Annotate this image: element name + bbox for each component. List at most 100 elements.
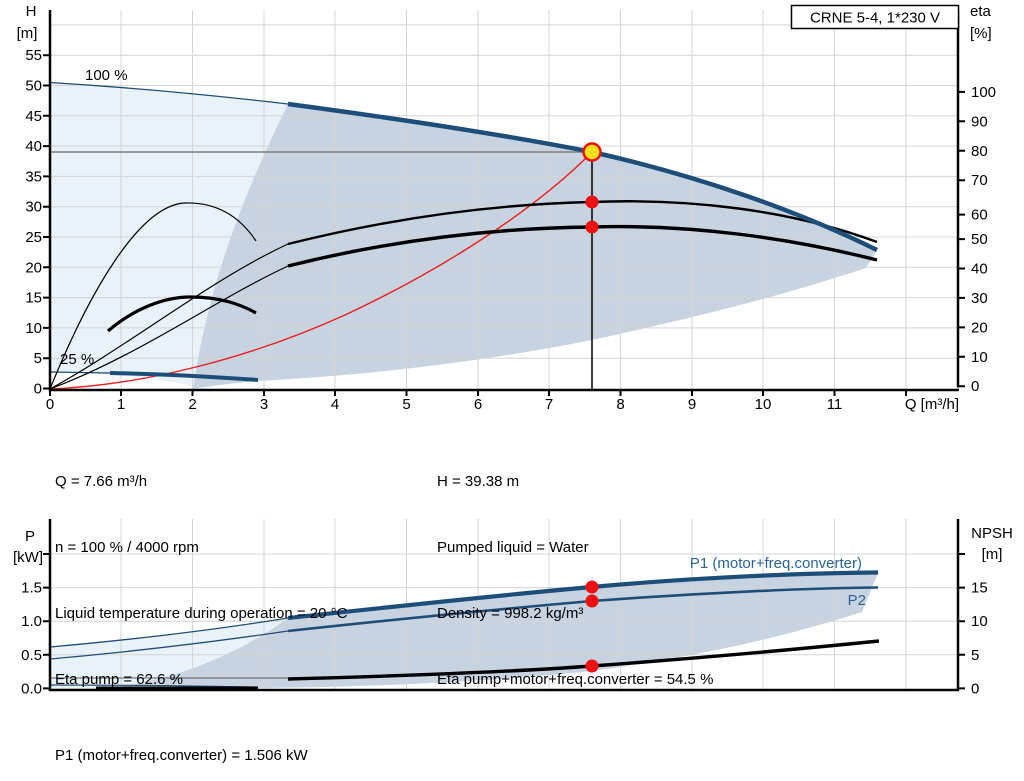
svg-text:100: 100 — [971, 84, 996, 101]
svg-text:9: 9 — [688, 396, 696, 413]
svg-text:5: 5 — [34, 350, 42, 367]
p2-curve-label: P2 — [848, 592, 866, 609]
npsh-axis-unit: [m] — [982, 546, 1003, 563]
svg-text:5: 5 — [402, 396, 410, 413]
svg-text:5: 5 — [971, 647, 979, 664]
q-tick-labels: 0 1 2 3 4 5 6 7 8 9 10 11 — [46, 396, 842, 413]
p1-curve-thin — [49, 617, 289, 648]
p2-curve-thin — [49, 630, 289, 660]
power-npsh-chart-area: P [kW] NPSH [m] P1 (motor+freq.converter… — [13, 519, 1013, 697]
svg-text:10: 10 — [25, 320, 42, 337]
svg-text:50: 50 — [971, 231, 988, 248]
svg-text:40: 40 — [25, 138, 42, 155]
svg-text:4: 4 — [331, 396, 339, 413]
h-curve-25-thick — [109, 371, 259, 382]
svg-text:15: 15 — [25, 290, 42, 307]
speed-100-label: 100 % — [85, 67, 128, 84]
svg-text:20: 20 — [25, 259, 42, 276]
svg-text:2: 2 — [188, 396, 196, 413]
svg-text:80: 80 — [971, 143, 988, 160]
p-axis-title: P — [25, 528, 35, 545]
duty-point-p2-marker[interactable] — [585, 594, 599, 608]
svg-text:90: 90 — [971, 113, 988, 130]
duty-point-marker[interactable] — [582, 142, 602, 162]
svg-text:3: 3 — [260, 396, 268, 413]
qh-light-region — [50, 83, 288, 387]
duty-density-value: Density = 998.2 kg/m³ — [437, 605, 584, 622]
power-text-block: P1 (motor+freq.converter) = 1.506 kW P2 … — [55, 701, 308, 781]
svg-text:15: 15 — [971, 580, 988, 597]
svg-text:1: 1 — [117, 396, 125, 413]
svg-text:0: 0 — [971, 680, 979, 697]
eta-axis-title: eta — [970, 3, 992, 20]
duty-point-p1-marker[interactable] — [585, 580, 599, 594]
qh-chart-area: H [m] eta [%] 100 % 25 % 55 50 45 40 35 … — [17, 3, 996, 413]
duty-eta-total-value: Eta pump+motor+freq.converter = 54.5 % — [437, 671, 714, 688]
svg-text:1.5: 1.5 — [21, 580, 42, 597]
qh-ticks — [43, 54, 965, 396]
eta-axis-unit: [%] — [970, 25, 992, 42]
power-operating-envelope — [110, 573, 878, 688]
duty-point-eta-total-marker[interactable] — [585, 220, 599, 234]
svg-text:1.0: 1.0 — [21, 613, 42, 630]
power-ticks — [43, 553, 965, 690]
power-axes — [48, 519, 960, 692]
svg-text:0.0: 0.0 — [21, 680, 42, 697]
qh-grid — [50, 10, 958, 390]
h-axis-title: H — [26, 3, 37, 20]
npsh-axis-title: NPSH — [971, 525, 1013, 542]
svg-text:35: 35 — [25, 168, 42, 185]
speed-25-label: 25 % — [60, 351, 94, 368]
eta-total-curve-thin — [49, 265, 289, 390]
svg-text:8: 8 — [616, 396, 624, 413]
svg-text:40: 40 — [971, 261, 988, 278]
q-axis-title: Q [m³/h] — [905, 396, 959, 413]
h-axis-unit: [m] — [17, 25, 38, 42]
eta-pump-25-curve — [49, 202, 257, 390]
npsh-tick-labels: 15 10 5 0 — [971, 580, 988, 698]
duty-text-left: Q = 7.66 m³/h n = 100 % / 4000 rpm Liqui… — [55, 427, 347, 713]
p1-curve-label: P1 (motor+freq.converter) — [690, 555, 862, 572]
p-tick-labels: 1.5 1.0 0.5 0.0 — [21, 580, 42, 698]
svg-text:0: 0 — [971, 378, 979, 395]
svg-text:0.5: 0.5 — [21, 647, 42, 664]
svg-text:10: 10 — [755, 396, 772, 413]
svg-text:25: 25 — [25, 229, 42, 246]
pump-model-title: CRNE 5-4, 1*230 V — [810, 10, 940, 27]
svg-text:30: 30 — [25, 199, 42, 216]
h-curve-25-thin — [49, 371, 111, 374]
svg-text:7: 7 — [545, 396, 553, 413]
svg-text:70: 70 — [971, 172, 988, 189]
duty-p1-value: P1 (motor+freq.converter) = 1.506 kW — [55, 747, 308, 764]
duty-eta-pump-value: Eta pump = 62.6 % — [55, 671, 183, 688]
duty-point-eta-pump-marker[interactable] — [585, 195, 599, 209]
duty-liquid-temp-value: Liquid temperature during operation = 20… — [55, 605, 348, 622]
duty-q-value: Q = 7.66 m³/h — [55, 473, 148, 490]
duty-point-npsh-marker[interactable] — [585, 659, 599, 673]
svg-text:0: 0 — [46, 396, 54, 413]
duty-h-value: H = 39.38 m — [437, 473, 520, 490]
qh-operating-envelope — [193, 104, 877, 389]
svg-text:6: 6 — [474, 396, 482, 413]
eta-pump-curve-thin — [49, 243, 289, 390]
duty-text-right: H = 39.38 m Pumped liquid = Water Densit… — [437, 427, 713, 713]
svg-text:30: 30 — [971, 290, 988, 307]
svg-text:20: 20 — [971, 319, 988, 336]
svg-text:10: 10 — [971, 613, 988, 630]
svg-text:60: 60 — [971, 207, 988, 224]
duty-pumped-liquid-value: Pumped liquid = Water — [437, 539, 589, 556]
h-tick-labels: 55 50 45 40 35 30 25 20 15 10 5 0 — [25, 47, 42, 397]
eta-tick-labels: 100 90 80 70 60 50 40 30 20 10 0 — [971, 84, 996, 395]
p-axis-unit: [kW] — [13, 549, 43, 566]
duty-speed-value: n = 100 % / 4000 rpm — [55, 539, 199, 556]
svg-text:55: 55 — [25, 47, 42, 64]
h-curve-100-thin — [49, 81, 289, 105]
svg-text:10: 10 — [971, 349, 988, 366]
chart-title-box: CRNE 5-4, 1*230 V — [790, 4, 960, 30]
svg-text:11: 11 — [827, 396, 843, 413]
eta-total-25-curve — [106, 295, 257, 333]
svg-text:50: 50 — [25, 78, 42, 95]
svg-text:45: 45 — [25, 108, 42, 125]
